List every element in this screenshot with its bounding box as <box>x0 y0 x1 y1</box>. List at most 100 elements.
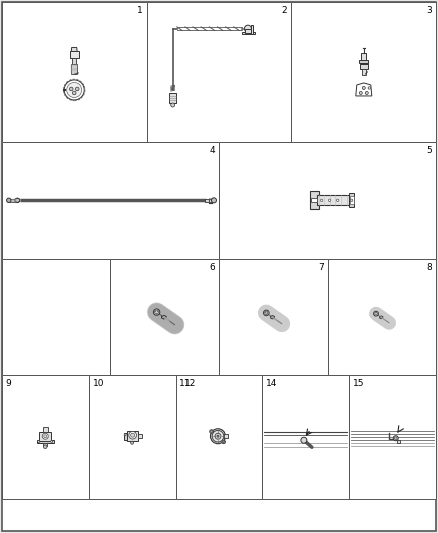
Bar <box>291 2 436 142</box>
Circle shape <box>131 433 134 437</box>
Circle shape <box>301 437 307 443</box>
Polygon shape <box>71 47 77 52</box>
Text: 10: 10 <box>93 379 104 388</box>
Polygon shape <box>380 316 383 319</box>
Circle shape <box>124 434 126 436</box>
Circle shape <box>359 92 362 94</box>
Bar <box>37 440 54 443</box>
Bar <box>71 64 77 75</box>
Bar <box>127 431 138 441</box>
Bar <box>242 32 255 34</box>
Bar <box>360 64 367 69</box>
Bar <box>43 443 47 446</box>
Bar <box>2 259 110 375</box>
Circle shape <box>64 80 84 100</box>
Circle shape <box>211 431 212 432</box>
Text: 3: 3 <box>427 6 432 15</box>
Text: 14: 14 <box>266 379 278 388</box>
Circle shape <box>265 311 268 314</box>
Bar <box>350 375 436 499</box>
Bar <box>360 63 367 64</box>
Circle shape <box>223 441 224 443</box>
Bar <box>2 142 219 259</box>
Bar <box>262 375 350 499</box>
Polygon shape <box>271 316 275 319</box>
Circle shape <box>212 431 224 442</box>
Text: 1: 1 <box>137 6 143 15</box>
Text: 7: 7 <box>318 263 324 271</box>
Circle shape <box>153 309 160 316</box>
Text: 8: 8 <box>427 263 432 271</box>
Circle shape <box>222 440 226 443</box>
Bar <box>224 434 228 438</box>
Circle shape <box>215 433 221 439</box>
Circle shape <box>212 198 216 203</box>
Bar <box>169 93 176 103</box>
Circle shape <box>210 430 213 433</box>
Bar <box>2 2 147 142</box>
Bar <box>397 440 400 443</box>
Circle shape <box>362 86 365 90</box>
Text: 4: 4 <box>209 146 215 155</box>
Circle shape <box>217 435 219 437</box>
Circle shape <box>72 91 76 95</box>
Circle shape <box>244 25 251 32</box>
Bar <box>361 53 366 60</box>
Circle shape <box>129 431 136 439</box>
Circle shape <box>155 310 159 314</box>
Bar <box>2 375 88 499</box>
Text: 5: 5 <box>427 146 432 155</box>
Bar <box>349 193 354 207</box>
Circle shape <box>75 87 79 91</box>
Polygon shape <box>15 198 20 203</box>
Bar <box>359 60 368 63</box>
Bar <box>251 25 253 34</box>
Text: 6: 6 <box>209 263 215 271</box>
Bar <box>39 432 51 441</box>
Bar <box>362 69 366 75</box>
Circle shape <box>43 445 47 449</box>
Circle shape <box>38 440 40 442</box>
Bar <box>110 259 219 375</box>
Circle shape <box>42 433 48 439</box>
Circle shape <box>51 440 53 442</box>
Bar <box>43 427 48 432</box>
Circle shape <box>69 87 73 91</box>
Circle shape <box>321 199 323 201</box>
Text: 9: 9 <box>6 379 11 388</box>
Circle shape <box>131 441 134 444</box>
Circle shape <box>211 429 226 444</box>
Text: 12: 12 <box>184 379 196 388</box>
Bar <box>245 29 251 33</box>
Bar <box>205 199 209 201</box>
Circle shape <box>368 87 371 89</box>
Bar <box>70 52 79 59</box>
Bar <box>88 375 176 499</box>
Circle shape <box>350 199 353 201</box>
Circle shape <box>393 436 398 441</box>
Bar <box>311 198 317 203</box>
Bar <box>310 191 318 209</box>
Circle shape <box>365 92 368 94</box>
Bar <box>72 59 76 64</box>
Bar <box>209 199 212 202</box>
Circle shape <box>171 103 175 107</box>
Circle shape <box>395 437 397 440</box>
Circle shape <box>7 198 11 203</box>
Circle shape <box>264 310 269 316</box>
Bar <box>350 196 353 204</box>
Circle shape <box>374 311 378 316</box>
Polygon shape <box>162 316 166 319</box>
Circle shape <box>328 199 331 201</box>
Text: 11: 11 <box>179 379 190 388</box>
Circle shape <box>44 435 47 438</box>
Bar <box>124 433 127 440</box>
Circle shape <box>67 83 82 98</box>
Polygon shape <box>356 83 372 96</box>
Circle shape <box>336 199 339 201</box>
Bar <box>219 259 328 375</box>
Text: 2: 2 <box>282 6 287 15</box>
Bar <box>317 195 349 205</box>
Bar <box>147 2 291 142</box>
Bar <box>10 198 18 202</box>
